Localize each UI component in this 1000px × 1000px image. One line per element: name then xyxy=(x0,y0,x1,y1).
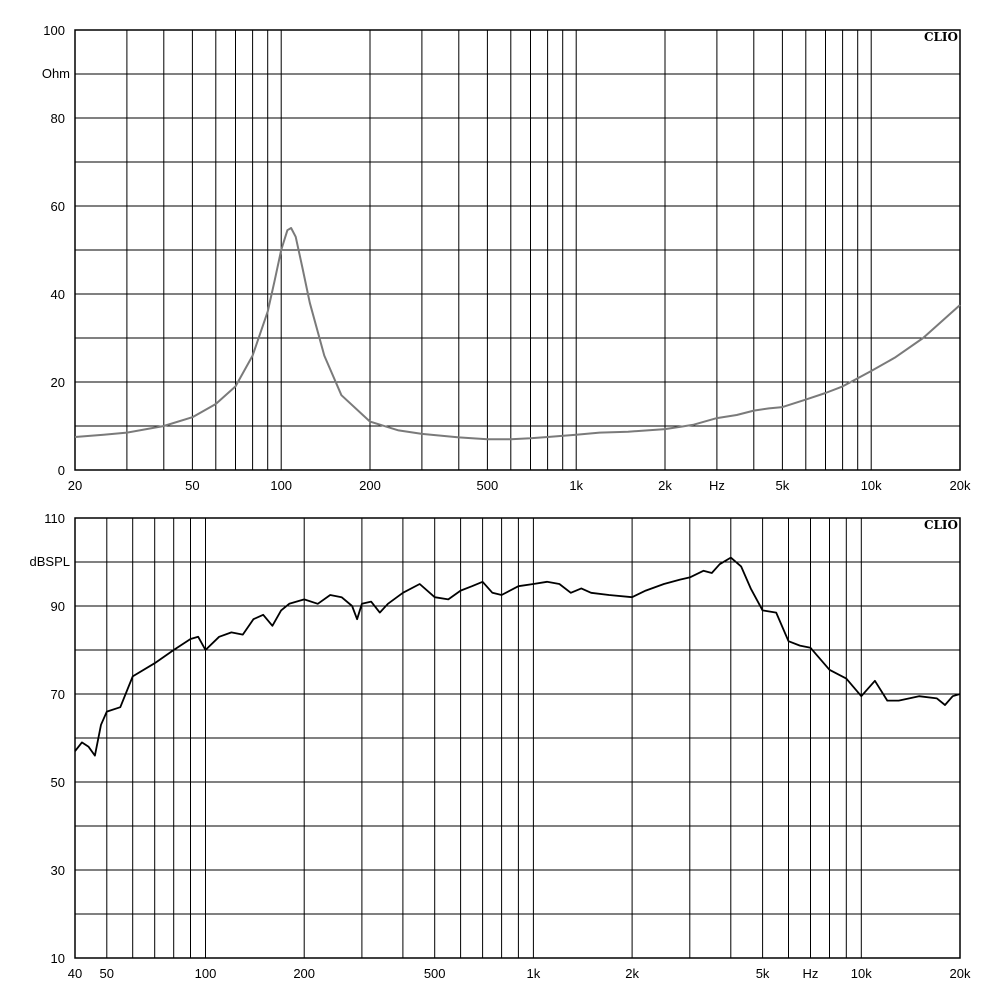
x-tick-label: 20k xyxy=(950,966,971,981)
x-tick-label: 500 xyxy=(424,966,446,981)
x-tick-label: 1k xyxy=(527,966,541,981)
x-tick-label: 200 xyxy=(359,478,381,493)
x-tick-label: 100 xyxy=(195,966,217,981)
x-tick-label: 50 xyxy=(185,478,199,493)
y-tick-label: 30 xyxy=(51,863,65,878)
x-tick-label: Hz xyxy=(803,966,819,981)
x-tick-label: 40 xyxy=(68,966,82,981)
x-tick-label: 50 xyxy=(100,966,114,981)
chart-panel-2: 10 30 50 70 90 110 dBSPL 40 50 100 200 500 1k 2k 5k Hz 1… xyxy=(30,511,971,981)
y-tick-label: 80 xyxy=(51,111,65,126)
x-tick-label: 1k xyxy=(569,478,583,493)
spl-response-curve xyxy=(74,556,961,757)
y-axis-label: dBSPL xyxy=(30,554,70,569)
x-tick-label: 100 xyxy=(270,478,292,493)
y-tick-label: 110 xyxy=(44,511,65,526)
y-tick-label: 10 xyxy=(51,951,65,966)
x-tick-label: 500 xyxy=(477,478,499,493)
y-tick-label: 40 xyxy=(51,287,65,302)
brand-label: CLIO xyxy=(924,30,958,44)
y-tick-label: 20 xyxy=(51,375,65,390)
plot-frame xyxy=(74,517,961,959)
x-tick-label: 2k xyxy=(658,478,672,493)
y-tick-label: 0 xyxy=(58,463,65,478)
x-tick-label: 10k xyxy=(861,478,882,493)
y-axis-label: Ohm xyxy=(42,66,70,81)
y-tick-label: 50 xyxy=(51,775,65,790)
x-tick-label: 5k xyxy=(776,478,790,493)
brand-label: CLIO xyxy=(924,518,958,532)
y-tick-label: 70 xyxy=(51,687,65,702)
x-tick-label: 20k xyxy=(950,478,971,493)
x-tick-label: 20 xyxy=(68,478,82,493)
x-tick-label: 200 xyxy=(293,966,315,981)
y-tick-label: 90 xyxy=(51,599,65,614)
x-tick-label: 10k xyxy=(851,966,872,981)
y-tick-label: 100 xyxy=(43,23,65,38)
impedance-curve xyxy=(74,227,961,441)
y-tick-label: 60 xyxy=(51,199,65,214)
x-tick-label: 2k xyxy=(625,966,639,981)
x-tick-label: Hz xyxy=(709,478,725,493)
x-tick-label: 5k xyxy=(756,966,770,981)
plot-frame xyxy=(74,29,961,471)
